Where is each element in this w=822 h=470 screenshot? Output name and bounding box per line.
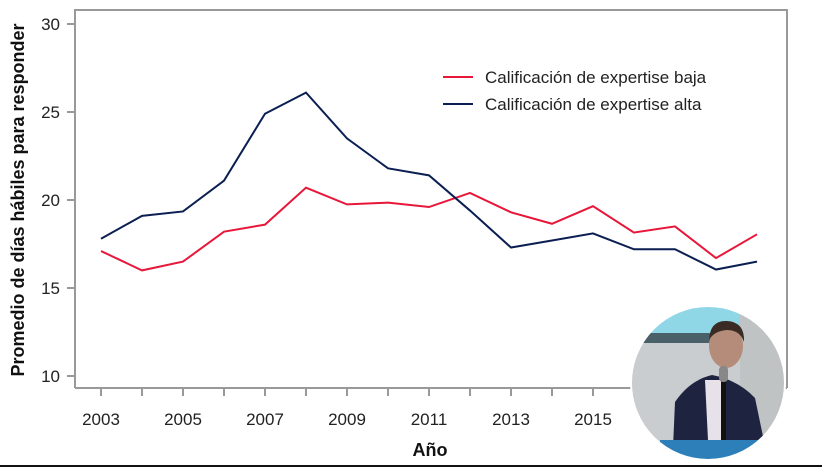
x-tick-label: 2007 [246,410,284,429]
x-tick-label: 2005 [164,410,202,429]
x-axis-label: Año [413,440,448,460]
series-line-alta [100,91,758,271]
y-tick-label: 30 [41,15,60,34]
video-overlay-border [630,305,786,461]
x-tick-label: 2009 [328,410,366,429]
y-tick-label: 10 [41,367,60,386]
legend-label: Calificación de expertise alta [485,95,702,114]
divider [0,465,822,467]
speaker-video-icon [631,306,785,460]
legend-label: Calificación de expertise baja [485,68,707,87]
x-tick-label: 2013 [492,410,530,429]
x-tick-label: 2003 [82,410,120,429]
x-tick-label: 2011 [411,410,448,429]
y-tick-label: 15 [41,279,60,298]
x-tick-label: 2015 [574,410,612,429]
y-tick-label: 20 [41,191,60,210]
y-tick-label: 25 [41,103,60,122]
y-axis-label: Promedio de días hábiles para responder [8,23,28,376]
